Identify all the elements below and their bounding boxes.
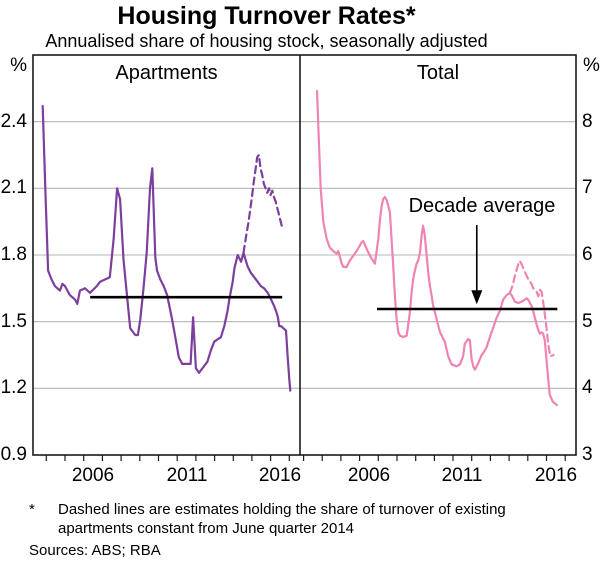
decade-average-annotation: Decade average [408,195,556,217]
sources-text: Sources: ABS; RBA [29,542,161,559]
chart-title: Housing Turnover Rates* [117,2,416,30]
x-axis-label: 2006 [71,465,115,486]
total-estimate-line [508,259,555,358]
y-axis-label: 5 [582,311,593,332]
y-axis-label: 0.9 [0,444,27,465]
plot-frame [32,54,577,456]
x-axis-label: 2016 [258,465,302,486]
y-axis-label: 3 [582,444,593,465]
panel-title-total: Total [416,62,460,84]
y-axis-label: 1.5 [0,311,27,332]
y-axis-label: 7 [582,177,593,198]
footnote-text: Dashed lines are estimates holding the s… [58,500,568,538]
x-axis-label: 2011 [441,465,483,486]
y-axis-label: 4 [582,377,593,398]
chart-plot-area [32,54,577,461]
x-axis-label: 2011 [166,465,208,486]
annotation-arrow-head [471,290,483,305]
footnote-line-2: apartments constant from June quarter 20… [58,520,355,537]
apartments-actual-line [41,104,292,392]
chart-subtitle: Annualised share of housing stock, seaso… [45,31,488,51]
y-axis-label: 2.1 [0,177,27,198]
y-axis-unit-right: % [583,55,600,76]
footnote-marker: * [29,501,35,518]
y-axis-label: 1.2 [0,377,27,398]
y-axis-label: 1.8 [0,244,27,265]
y-axis-label: 2.4 [0,111,27,132]
y-axis-unit-left: % [10,55,27,76]
footnote-line-1: Dashed lines are estimates holding the s… [58,501,506,518]
x-axis-label: 2016 [534,465,578,486]
panel-title-apartments: Apartments [115,62,218,84]
y-axis-label: 6 [582,244,593,265]
total-actual-line [315,89,558,407]
y-axis-label: 8 [582,111,593,132]
apartments-estimate-line [242,153,284,254]
x-axis-label: 2006 [347,465,391,486]
